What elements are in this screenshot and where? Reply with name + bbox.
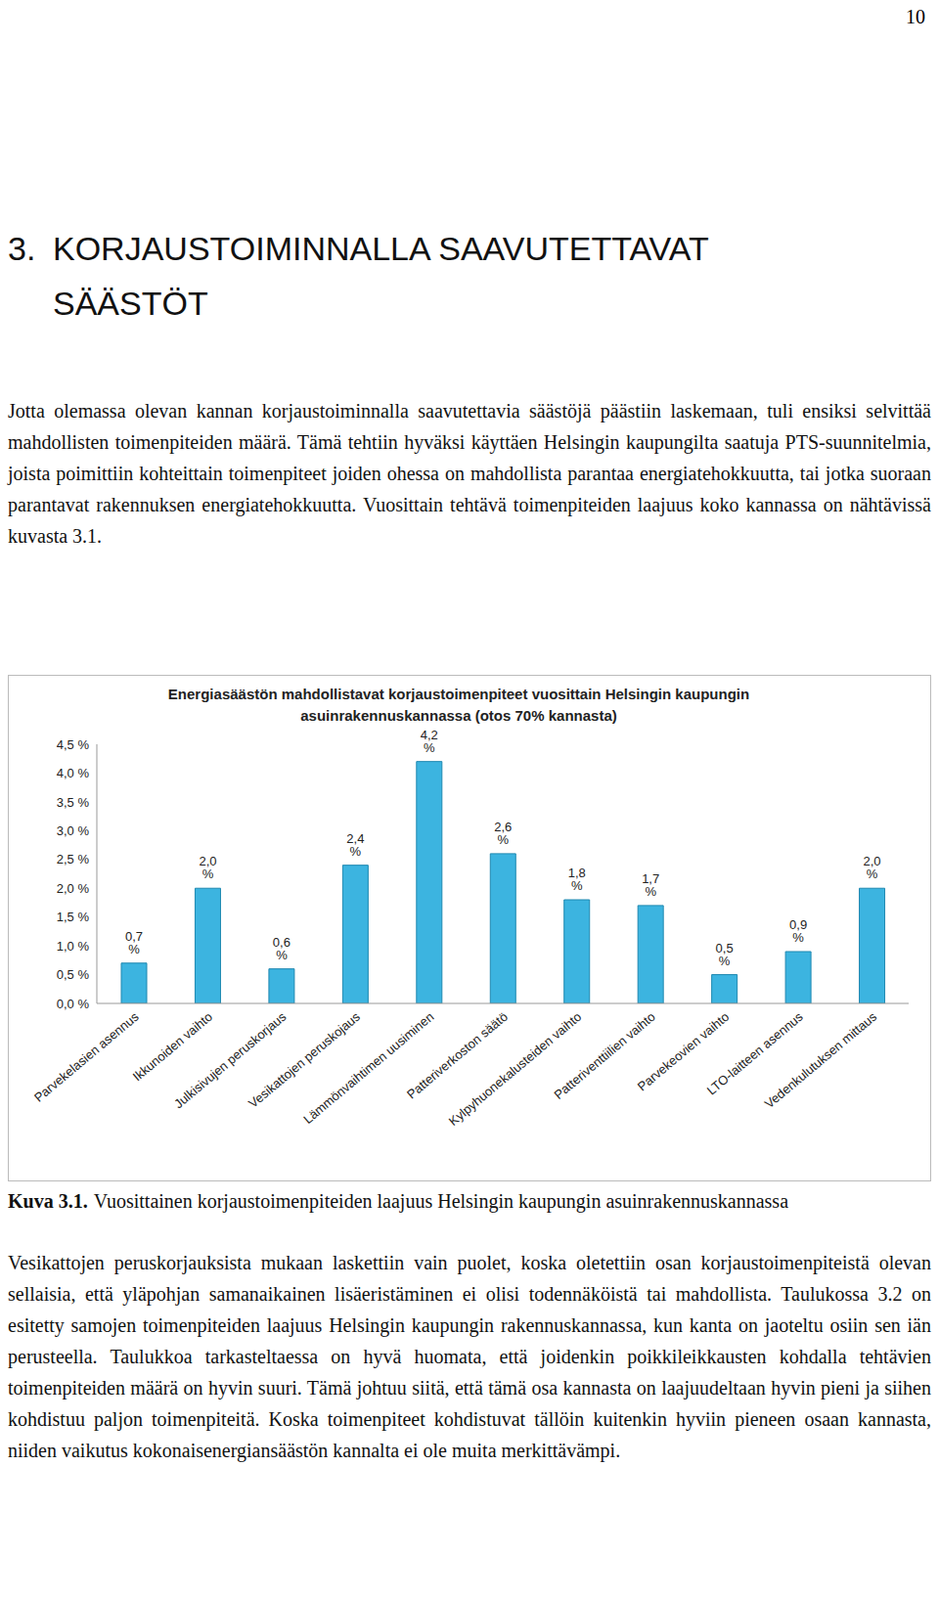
svg-text:Patteriventtiilien vaihto: Patteriventtiilien vaihto bbox=[551, 1009, 659, 1103]
svg-text:4,0 %: 4,0 % bbox=[56, 765, 90, 781]
svg-text:0,5%: 0,5% bbox=[715, 940, 734, 969]
svg-text:1,7%: 1,7% bbox=[641, 871, 660, 899]
svg-text:1,8%: 1,8% bbox=[568, 865, 586, 894]
svg-text:Vesikattojen peruskojaus: Vesikattojen peruskojaus bbox=[245, 1009, 363, 1111]
svg-text:0,6%: 0,6% bbox=[272, 935, 291, 963]
svg-text:1,5 %: 1,5 % bbox=[56, 909, 90, 925]
svg-text:3,0 %: 3,0 % bbox=[56, 823, 90, 839]
html-text:Kuva 3.1. Vuosittainen korjaus: Kuva 3.1. Vuosittainen korjaustoimenpite… bbox=[7, 1190, 789, 1212]
svg-text:0,7%: 0,7% bbox=[125, 929, 143, 957]
html-text:10: 10 bbox=[905, 5, 926, 28]
svg-text:Kylpyhuonekalusteiden vaihto: Kylpyhuonekalusteiden vaihto bbox=[446, 1009, 584, 1129]
svg-text:2,0 %: 2,0 % bbox=[56, 881, 90, 896]
svg-text:Lämmönvaihtimen uusiminen: Lämmönvaihtimen uusiminen bbox=[300, 1009, 437, 1127]
svg-text:LTO-laitteen asennus: LTO-laitteen asennus bbox=[703, 1009, 806, 1098]
html-text:KORJAUSTOIMINNALLA SAAVUTETTAV: KORJAUSTOIMINNALLA SAAVUTETTAVAT SÄÄSTÖT bbox=[52, 229, 709, 322]
svg-text:0,0 %: 0,0 % bbox=[56, 996, 90, 1012]
svg-text:4,5 %: 4,5 % bbox=[56, 737, 90, 753]
svg-text:Julkisivujen peruskorjaus: Julkisivujen peruskorjaus bbox=[171, 1009, 290, 1112]
svg-text:Vedenkulutuksen mittaus: Vedenkulutuksen mittaus bbox=[761, 1009, 881, 1113]
html-text:Jotta olemassa olevan kannan k: Jotta olemassa olevan kannan korjaustoim… bbox=[7, 400, 932, 547]
svg-text:2,0%: 2,0% bbox=[198, 853, 217, 882]
svg-text:Ikkunoiden vaihto: Ikkunoiden vaihto bbox=[129, 1009, 216, 1085]
svg-text:Parvekelasien asennus: Parvekelasien asennus bbox=[31, 1009, 142, 1106]
svg-text:4,2%: 4,2% bbox=[420, 727, 439, 756]
svg-text:0,9%: 0,9% bbox=[789, 917, 807, 945]
svg-text:2,5 %: 2,5 % bbox=[56, 851, 90, 867]
svg-text:2,6%: 2,6% bbox=[493, 819, 512, 848]
svg-text:3,5 %: 3,5 % bbox=[56, 795, 90, 810]
svg-text:2,0%: 2,0% bbox=[863, 853, 882, 882]
html-text:Energiasäästön mahdollistavat: Energiasäästön mahdollistavat korjaustoi… bbox=[168, 685, 750, 724]
html-text:3.: 3. bbox=[7, 229, 36, 268]
svg-text:Patteriverkoston säätö: Patteriverkoston säätö bbox=[404, 1009, 511, 1102]
html-text:Vesikattojen peruskorjauksista: Vesikattojen peruskorjauksista mukaan la… bbox=[7, 1252, 932, 1462]
svg-text:Parvekeovien vaihto: Parvekeovien vaihto bbox=[634, 1009, 732, 1095]
svg-text:1,0 %: 1,0 % bbox=[56, 939, 90, 954]
svg-text:2,4%: 2,4% bbox=[346, 831, 364, 859]
svg-text:0,5 %: 0,5 % bbox=[56, 967, 90, 983]
